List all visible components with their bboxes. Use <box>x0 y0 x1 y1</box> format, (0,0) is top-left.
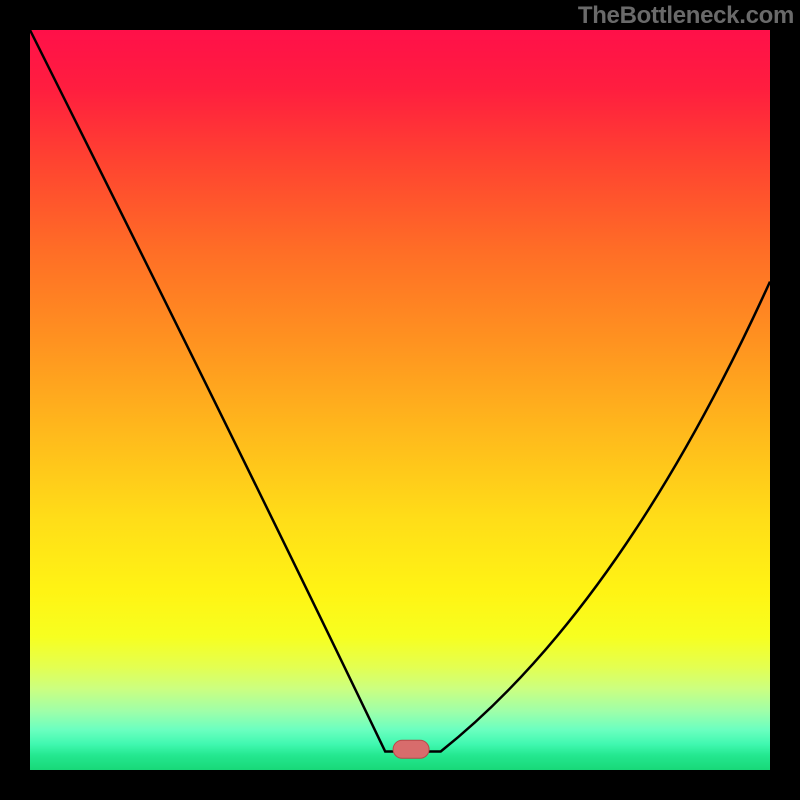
chart-svg <box>0 0 800 800</box>
watermark-label: TheBottleneck.com <box>578 2 794 30</box>
bottleneck-chart <box>0 0 800 800</box>
optimal-marker <box>393 740 429 758</box>
plot-area <box>30 30 770 770</box>
